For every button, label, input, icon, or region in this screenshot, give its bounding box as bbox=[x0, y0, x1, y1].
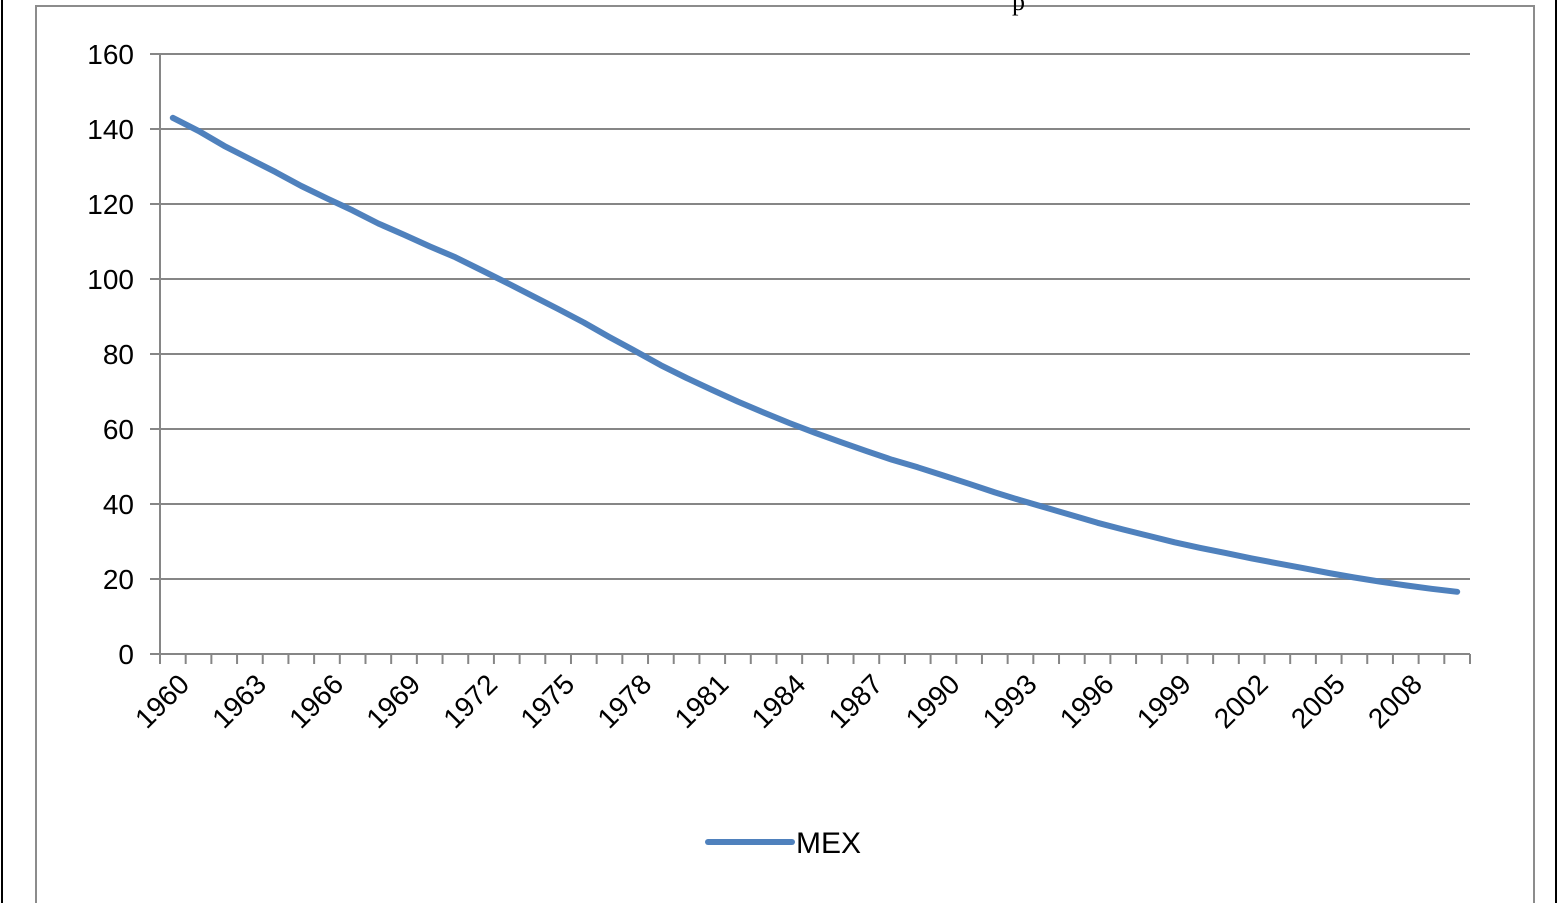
series-group bbox=[169, 114, 1461, 595]
x-tick-label: 2008 bbox=[1362, 668, 1428, 734]
series-line-mex bbox=[169, 114, 1461, 595]
x-tick-label: 1990 bbox=[900, 668, 966, 734]
legend-label-mex: MEX bbox=[796, 827, 861, 860]
x-tick-label: 1981 bbox=[669, 668, 735, 734]
y-tick-label: 160 bbox=[87, 39, 134, 70]
y-tick-label: 40 bbox=[103, 489, 134, 520]
y-tick-label: 20 bbox=[103, 564, 134, 595]
legend: MEX bbox=[705, 827, 861, 860]
axes bbox=[150, 53, 1471, 664]
x-tick-label: 1972 bbox=[437, 668, 503, 734]
y-tick-label: 0 bbox=[118, 639, 134, 670]
top-text-fragment: p bbox=[1012, 0, 1025, 16]
x-tick-label: 1993 bbox=[977, 668, 1043, 734]
y-tick-label: 120 bbox=[87, 189, 134, 220]
x-tick-label: 2002 bbox=[1208, 668, 1274, 734]
y-tick-label: 80 bbox=[103, 339, 134, 370]
gridlines bbox=[160, 53, 1470, 580]
x-tick-label: 1969 bbox=[360, 668, 426, 734]
x-tick-label: 1960 bbox=[129, 668, 195, 734]
x-tick-label: 1975 bbox=[514, 668, 580, 734]
x-tick-label: 1999 bbox=[1131, 668, 1197, 734]
x-tick-label: 1984 bbox=[746, 668, 812, 734]
y-tick-label: 140 bbox=[87, 114, 134, 145]
x-tick-label: 1978 bbox=[591, 668, 657, 734]
x-tick-label: 1987 bbox=[823, 668, 889, 734]
x-tick-label: 1963 bbox=[206, 668, 272, 734]
x-tick-label: 1996 bbox=[1054, 668, 1120, 734]
x-tick-label: 2005 bbox=[1285, 668, 1351, 734]
x-tick-label: 1966 bbox=[283, 668, 349, 734]
x-axis-tick-labels: 1960 1963 1966 1969 1972 1975 1978 1981 1984 1987… bbox=[129, 668, 1428, 734]
y-tick-label: 100 bbox=[87, 264, 134, 295]
y-tick-label: 60 bbox=[103, 414, 134, 445]
chart-border bbox=[35, 5, 1535, 903]
y-axis-tick-labels: 0 20 40 60 80 100 120 140 160 bbox=[87, 39, 134, 670]
